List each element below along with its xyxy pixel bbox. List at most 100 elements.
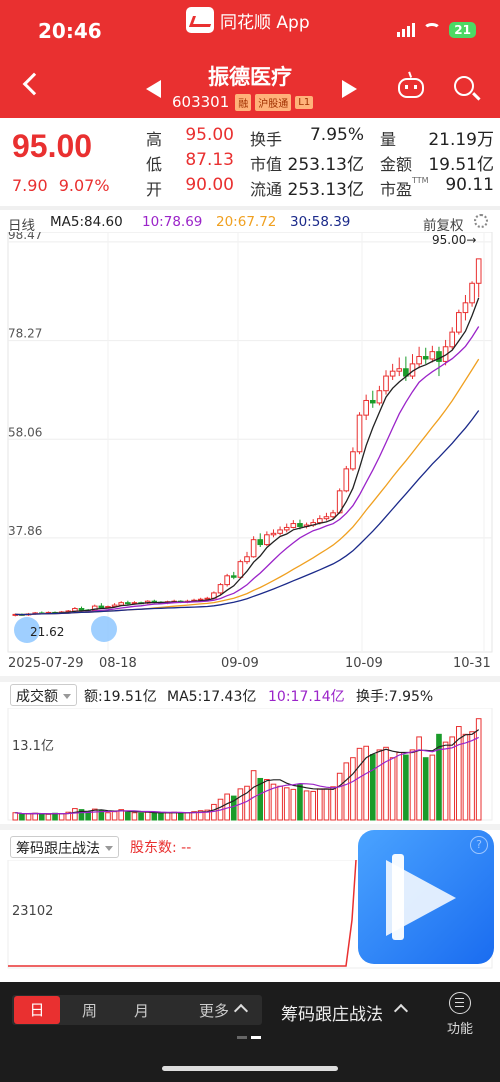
status-bar: 20:46 同花顺 App 21	[0, 0, 500, 56]
stock-code-row: 603301 融 沪股通 L1	[172, 93, 314, 111]
last-price: 95.00	[12, 128, 93, 164]
zoom-handle-icon[interactable]	[91, 616, 117, 642]
chevron-up-icon[interactable]	[393, 1003, 409, 1019]
candle	[98, 605, 105, 609]
candle	[317, 518, 323, 524]
volume-bar	[330, 786, 336, 821]
pe-ttm: TTM	[412, 176, 429, 185]
search-icon[interactable]	[454, 76, 474, 96]
candle	[257, 539, 264, 546]
volume-bar	[429, 754, 436, 821]
divider	[0, 206, 500, 210]
chip-strategy-select[interactable]: 筹码跟庄战法	[10, 836, 119, 858]
candle	[217, 584, 224, 594]
nav-bar: 振德医疗 603301 融 沪股通 L1	[0, 56, 500, 118]
pe-label-text: 市盈	[380, 180, 413, 199]
turnover-label: 换手	[250, 130, 283, 149]
volume-bar	[230, 795, 237, 821]
candle	[250, 539, 257, 558]
divider	[0, 824, 500, 830]
volume-bar	[369, 754, 376, 821]
y-tick-label: 78.27	[8, 327, 42, 341]
ma30-legend: 30:58.39	[290, 214, 351, 230]
home-indicator	[162, 1066, 338, 1071]
status-time: 20:46	[38, 19, 102, 43]
float-value: 253.13亿	[287, 180, 364, 200]
volume-bar	[138, 812, 144, 821]
kline-chart[interactable]: 98.47 78.27 58.06 37.86 95.00→ 21.62	[0, 232, 500, 654]
stock-name: 振德医疗	[208, 65, 292, 89]
volume-bar	[111, 811, 118, 821]
x-tick-label: 09-09	[221, 656, 259, 671]
ma30-line	[15, 410, 480, 616]
shareholder-count: 股东数: --	[130, 840, 192, 856]
tag-margin[interactable]: 融	[235, 93, 252, 111]
volume-bar	[211, 803, 217, 821]
tag-level1[interactable]: L1	[295, 95, 314, 109]
candle	[204, 597, 211, 600]
left-scroll-icon[interactable]	[14, 617, 40, 643]
volume-bar	[469, 731, 475, 821]
stock-code: 603301	[172, 93, 230, 111]
volume-bar	[283, 787, 290, 821]
period-more-tab[interactable]: 更多	[199, 1002, 230, 1020]
y-tick-label: 37.86	[8, 524, 42, 538]
next-stock-icon[interactable]	[342, 80, 357, 98]
volume-bar	[396, 752, 403, 821]
change-percent: 9.07%	[58, 176, 110, 195]
candle	[462, 302, 469, 314]
mktcap-label: 市值	[250, 155, 283, 174]
menu-icon[interactable]	[449, 992, 471, 1014]
volume-bar	[118, 809, 125, 821]
function-label[interactable]: 功能	[447, 1022, 474, 1037]
volume-ma10: 10:17.14亿	[268, 689, 345, 705]
candle	[469, 282, 475, 304]
back-icon[interactable]	[22, 72, 46, 96]
floating-video-logo-icon[interactable]	[358, 830, 494, 964]
candle	[270, 532, 277, 536]
volume-bar	[376, 749, 383, 821]
tag-hk-connect[interactable]: 沪股通	[255, 93, 292, 111]
volume-bar	[65, 811, 72, 821]
volume-bar	[462, 733, 469, 821]
volume-chart[interactable]: 13.1亿	[0, 708, 500, 822]
period-month-tab[interactable]: 月	[134, 1002, 150, 1020]
candle	[389, 370, 396, 377]
volume-bar	[171, 811, 177, 821]
low-label: 低	[146, 155, 163, 174]
chart-frame	[7, 232, 493, 653]
candle	[283, 526, 290, 531]
divider	[0, 676, 500, 682]
gear-icon[interactable]	[474, 214, 488, 228]
candle	[125, 602, 131, 605]
adjust-mode[interactable]: 前复权	[423, 218, 464, 234]
volume-bar	[336, 772, 343, 821]
candle	[429, 351, 436, 360]
volume-bar	[184, 812, 191, 821]
candle	[396, 368, 403, 372]
battery-icon: 21	[449, 22, 476, 38]
volume-bar	[403, 754, 409, 821]
ma10-line	[15, 326, 480, 616]
candle	[356, 414, 363, 453]
candle	[363, 399, 369, 416]
period-week-tab[interactable]: 周	[82, 1002, 98, 1020]
robot-assistant-icon[interactable]	[398, 78, 424, 98]
volume-bar	[409, 749, 416, 821]
y-tick-label: 98.47	[8, 232, 42, 242]
candle	[449, 331, 456, 348]
prev-stock-icon[interactable]	[146, 80, 161, 98]
candle	[290, 523, 297, 528]
volume-indicator-select[interactable]: 成交额	[10, 684, 77, 706]
period-label[interactable]: 日线	[8, 218, 35, 234]
volume-ma5: MA5:17.43亿	[167, 689, 257, 705]
period-day-tab[interactable]: 日	[14, 996, 60, 1024]
volume-bar	[191, 811, 197, 821]
strategy-button[interactable]: 筹码跟庄战法	[281, 1005, 383, 1025]
help-icon[interactable]: ?	[470, 836, 488, 854]
app-name: 同花顺 App	[220, 12, 310, 33]
volume-bar	[204, 809, 211, 821]
volume-bar	[290, 788, 297, 821]
volume-label: 量	[380, 130, 397, 149]
app-badge[interactable]: 同花顺 App	[186, 7, 310, 33]
